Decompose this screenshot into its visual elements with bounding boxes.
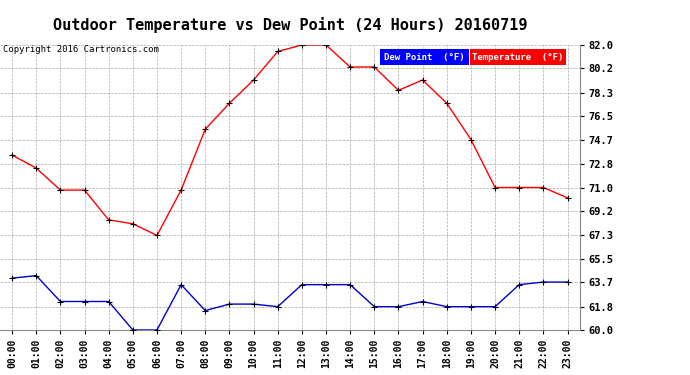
Text: Dew Point  (°F): Dew Point (°F) — [384, 53, 465, 62]
FancyBboxPatch shape — [470, 49, 566, 65]
Text: Outdoor Temperature vs Dew Point (24 Hours) 20160719: Outdoor Temperature vs Dew Point (24 Hou… — [52, 17, 527, 33]
Text: Copyright 2016 Cartronics.com: Copyright 2016 Cartronics.com — [3, 45, 159, 54]
Text: Temperature  (°F): Temperature (°F) — [472, 53, 564, 62]
FancyBboxPatch shape — [380, 49, 469, 65]
